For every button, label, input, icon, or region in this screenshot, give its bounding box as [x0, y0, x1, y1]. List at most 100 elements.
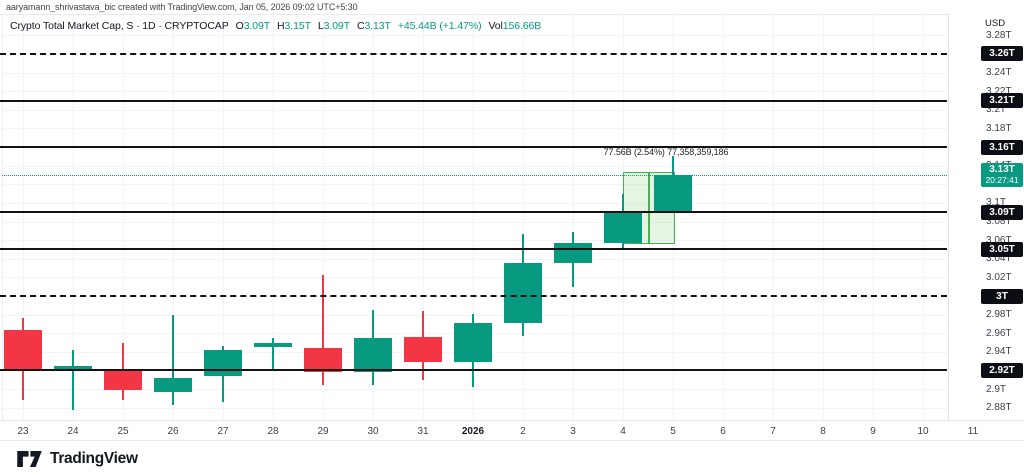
price-tick-2.9t: 2.9T	[986, 383, 1007, 395]
price-tick-2.94t: 2.94T	[986, 346, 1012, 358]
price-axis-unit-label: USD	[985, 18, 1006, 29]
time-label-3: 3	[570, 426, 576, 437]
level-price-badge-3t: 3T	[981, 288, 1023, 304]
gridline-horizontal	[2, 91, 947, 93]
horizontal-line-drawing-2.92t[interactable]	[0, 369, 947, 372]
gridline-vertical	[823, 15, 824, 420]
volume-label: Vol	[488, 20, 503, 32]
candle[interactable]	[554, 242, 592, 264]
time-axis[interactable]: 23 24 25 26 27 28 29 30 31 2026 2 3 4 5 6 7 8 9 10 11	[0, 420, 1024, 440]
change-value: +45.44B (+1.47%)	[397, 20, 482, 32]
price-tick-2.96t: 2.96T	[986, 327, 1012, 339]
horizontal-line-drawing-3.09t[interactable]	[0, 211, 947, 214]
candle[interactable]	[204, 350, 242, 377]
horizontal-line-drawing-3.05t[interactable]	[0, 248, 947, 251]
gridline-horizontal	[2, 314, 947, 316]
overlay-layer: 77.56B (2.54%) 77,358,359,186	[0, 14, 948, 420]
price-tick-3.28t: 3.28T	[986, 29, 1012, 41]
footer: TradingView	[0, 441, 1024, 475]
gridline-horizontal	[2, 221, 947, 223]
gridline-horizontal	[2, 109, 947, 111]
candle[interactable]	[304, 348, 342, 373]
horizontal-line-drawing-3.21t[interactable]	[0, 99, 947, 102]
horizontal-line-drawing-3.26t[interactable]	[0, 52, 947, 55]
horizontal-line-drawing-3t[interactable]	[0, 295, 947, 297]
price-tick-3.1t: 3.1T	[986, 197, 1007, 209]
time-label-2: 2	[520, 426, 526, 437]
candle[interactable]	[4, 330, 42, 370]
gridline-vertical	[723, 15, 724, 420]
candle[interactable]	[454, 323, 492, 363]
time-label-26: 26	[167, 426, 179, 437]
gridline-horizontal	[2, 184, 947, 186]
gridline-horizontal	[2, 407, 947, 409]
time-label-8: 8	[820, 426, 826, 437]
gridline-vertical	[323, 15, 324, 420]
price-tick-3.02t: 3.02T	[986, 271, 1012, 283]
candle[interactable]	[604, 213, 642, 243]
chart-frame-top	[0, 14, 1024, 15]
gridline-horizontal	[2, 165, 947, 167]
candle[interactable]	[104, 369, 142, 390]
candle[interactable]	[654, 174, 692, 213]
candle[interactable]	[154, 377, 192, 392]
gridline-horizontal	[2, 72, 947, 74]
candle-wick	[172, 314, 174, 405]
time-label-27: 27	[217, 426, 229, 437]
level-price-badge-3.16t: 3.16T	[981, 139, 1023, 155]
candle[interactable]	[504, 263, 542, 323]
time-label-4: 4	[620, 426, 626, 437]
tradingview-logo[interactable]: TradingView	[17, 450, 138, 468]
price-tick-3.18t: 3.18T	[986, 122, 1012, 134]
bar-close-countdown: 20:27:41	[985, 175, 1019, 186]
volume-value: 156.66B	[502, 20, 542, 32]
symbol-header: Crypto Total Market Cap, S · 1D · CRYPTO…	[10, 20, 541, 34]
gridline-vertical	[923, 15, 924, 420]
gridline-vertical	[873, 15, 874, 420]
symbol-title[interactable]: Crypto Total Market Cap, S · 1D · CRYPTO…	[10, 20, 229, 32]
price-axis[interactable]: USD 3.28T3.24T3.22T3.2T3.18T3.14T3.12T3.…	[948, 14, 1024, 420]
ohlc-o: O3.09T	[235, 20, 271, 32]
price-tick-3.2t: 3.2T	[986, 104, 1007, 116]
attribution-text: aaryamann_shrivastava_bic created with T…	[6, 2, 358, 12]
price-tick-3.06t: 3.06T	[986, 234, 1012, 246]
gridline-vertical	[73, 15, 74, 420]
gridline-vertical	[523, 15, 524, 420]
candle[interactable]	[354, 337, 392, 373]
last-price-badge: 3.13T 20:27:41	[981, 162, 1023, 187]
candle[interactable]	[254, 342, 292, 348]
last-price-line	[2, 174, 947, 176]
gridline-horizontal	[2, 389, 947, 391]
price-tick-3.22t: 3.22T	[986, 85, 1012, 97]
level-price-badge-3.09t: 3.09T	[981, 204, 1023, 220]
candle[interactable]	[404, 336, 442, 362]
chart-frame-left	[2, 14, 3, 420]
candle-wick	[272, 337, 274, 370]
chart-pane[interactable]: 77.56B (2.54%) 77,358,359,186	[0, 14, 948, 420]
gridline-vertical	[373, 15, 374, 420]
gridline-horizontal	[2, 128, 947, 130]
gridline-vertical	[473, 15, 474, 420]
gridline-vertical	[173, 15, 174, 420]
gridline-horizontal	[2, 202, 947, 204]
horizontal-line-drawing-3.16t[interactable]	[0, 146, 947, 148]
level-lines-layer	[0, 14, 948, 420]
time-label-10: 10	[917, 426, 929, 437]
time-label-31: 31	[417, 426, 429, 437]
axis-bottom-border	[0, 440, 1024, 441]
time-label-5: 5	[670, 426, 676, 437]
time-label-23: 23	[17, 426, 29, 437]
price-tick-3.24t: 3.24T	[986, 67, 1012, 78]
time-label-28: 28	[267, 426, 279, 437]
price-tick-3.04t: 3.04T	[986, 253, 1012, 265]
time-label-24: 24	[67, 426, 79, 437]
last-price-value: 3.13T	[989, 164, 1015, 176]
tradingview-logo-icon	[17, 451, 42, 467]
gridline-horizontal	[2, 35, 947, 37]
time-label-11: 11	[967, 426, 979, 437]
level-price-badge-3.26t: 3.26T	[981, 46, 1023, 62]
ohlc-c: C3.13T	[357, 20, 391, 32]
ohlc-l: L3.09T	[317, 20, 350, 32]
gridline-vertical	[23, 15, 24, 420]
candle[interactable]	[54, 365, 92, 369]
